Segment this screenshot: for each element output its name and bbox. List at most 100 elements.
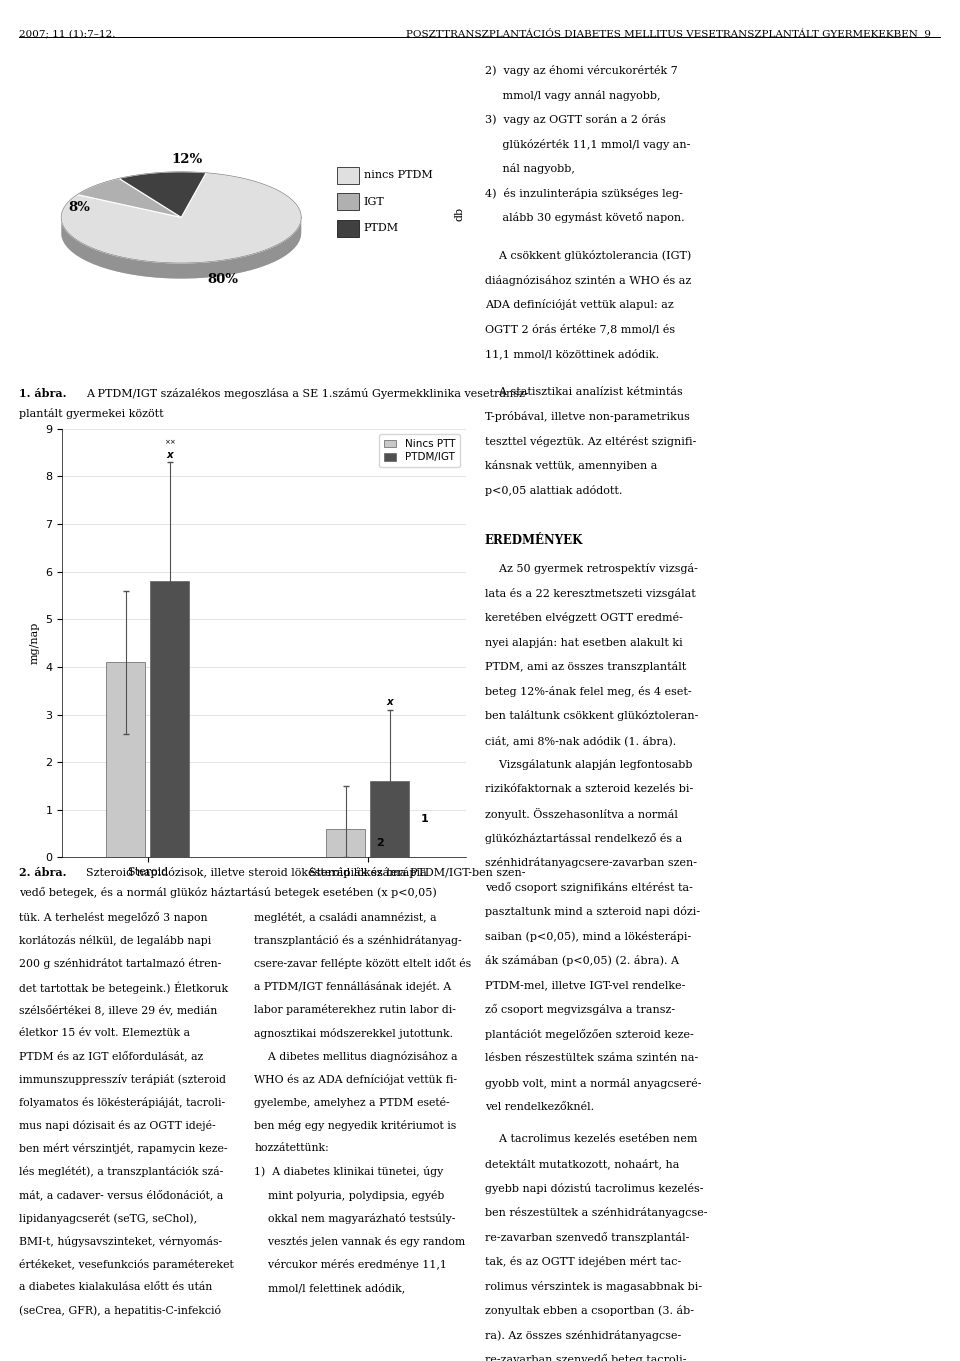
Text: a PTDM/IGT fennállásának idejét. A: a PTDM/IGT fennállásának idejét. A [254,981,451,992]
Text: EREDMÉNYEK: EREDMÉNYEK [485,534,583,547]
Text: gyebb napi dózistú tacrolimus kezelés-: gyebb napi dózistú tacrolimus kezelés- [485,1183,704,1194]
Text: ben részestültek a szénhidrátanyagcse-: ben részestültek a szénhidrátanyagcse- [485,1207,708,1218]
Text: zonyult. Összehasonlítva a normál: zonyult. Összehasonlítva a normál [485,808,678,821]
Polygon shape [119,171,206,218]
Text: A statisztikai analízist kétmintás: A statisztikai analízist kétmintás [485,387,683,396]
Text: hozzátettünk:: hozzátettünk: [254,1143,329,1153]
Text: Szteroid napidózisok, illetve steroid lökésterápiák száma PTDM/IGT-ben szen-: Szteroid napidózisok, illetve steroid lö… [86,867,526,878]
Text: OGTT 2 órás értéke 7,8 mmol/l és: OGTT 2 órás értéke 7,8 mmol/l és [485,324,675,335]
Text: WHO és az ADA defníciójat vettük fi-: WHO és az ADA defníciójat vettük fi- [254,1074,457,1085]
Text: saiban (p<0,05), mind a lökésterápi-: saiban (p<0,05), mind a lökésterápi- [485,931,691,942]
Legend: Nincs PTT, PTDM/IGT: Nincs PTT, PTDM/IGT [378,434,461,467]
Text: 1)  A diabetes klinikai tünetei, úgy: 1) A diabetes klinikai tünetei, úgy [254,1166,444,1177]
Bar [107,663,146,857]
Text: PTDM: PTDM [364,223,398,233]
Text: x: x [387,697,394,708]
Text: A tacrolimus kezelés esetében nem: A tacrolimus kezelés esetében nem [485,1134,697,1143]
Text: glükózháztartással rendelkező és a: glükózháztartással rendelkező és a [485,833,682,844]
Text: vedő betegek, és a normál glükóz háztartású betegek esetében (x p<0,05): vedő betegek, és a normál glükóz háztart… [19,887,437,898]
Text: vércukor mérés eredménye 11,1: vércukor mérés eredménye 11,1 [254,1259,447,1270]
Text: vesztés jelen vannak és egy random: vesztés jelen vannak és egy random [254,1236,466,1247]
Text: 3)  vagy az OGTT során a 2 órás: 3) vagy az OGTT során a 2 órás [485,114,665,125]
Text: (seCrea, GFR), a hepatitis-C-infekció: (seCrea, GFR), a hepatitis-C-infekció [19,1305,221,1316]
Bar [337,193,359,210]
Text: A csökkent glükóztolerancia (IGT): A csökkent glükóztolerancia (IGT) [485,250,691,261]
Text: ciát, ami 8%-nak adódik (1. ábra).: ciát, ami 8%-nak adódik (1. ábra). [485,735,676,746]
Text: rizikófaktornak a szteroid kezelés bi-: rizikófaktornak a szteroid kezelés bi- [485,784,693,793]
Bar [371,781,409,857]
Text: plantált gyermekei között: plantált gyermekei között [19,408,164,419]
Text: mmol/l vagy annál nagyobb,: mmol/l vagy annál nagyobb, [485,90,660,101]
Text: vel rendelkezőknél.: vel rendelkezőknél. [485,1102,594,1112]
Polygon shape [77,178,181,218]
Text: alább 30 egymást követő napon.: alább 30 egymást követő napon. [485,212,684,223]
Text: ző csoport megvizsgálva a transz-: ző csoport megvizsgálva a transz- [485,1004,675,1015]
Text: folyamatos és lökésterápiáját, tacroli-: folyamatos és lökésterápiáját, tacroli- [19,1097,226,1108]
Text: transzplantáció és a szénhidrátanyag-: transzplantáció és a szénhidrátanyag- [254,935,462,946]
Text: 80%: 80% [207,274,239,286]
Text: T-próbával, illetve non-parametrikus: T-próbával, illetve non-parametrikus [485,411,689,422]
Text: lata és a 22 keresztmetszeti vizsgálat: lata és a 22 keresztmetszeti vizsgálat [485,588,696,599]
Bar [151,581,189,857]
Text: életkor 15 év volt. Elemeztük a: életkor 15 év volt. Elemeztük a [19,1028,190,1037]
Text: plantációt megelőzően szteroid keze-: plantációt megelőzően szteroid keze- [485,1029,693,1040]
Text: PTDM és az IGT előfordulását, az: PTDM és az IGT előfordulását, az [19,1051,204,1062]
Text: beteg 12%-ának felel meg, és 4 eset-: beteg 12%-ának felel meg, és 4 eset- [485,686,691,697]
Text: x: x [166,449,174,460]
Text: nincs PTDM: nincs PTDM [364,170,432,181]
Text: mint polyuria, polydipsia, egyéb: mint polyuria, polydipsia, egyéb [254,1190,444,1200]
Text: mus napi dózisait és az OGTT idejé-: mus napi dózisait és az OGTT idejé- [19,1120,216,1131]
Text: 1. ábra.: 1. ábra. [19,388,66,399]
Text: glükózérték 11,1 mmol/l vagy an-: glükózérték 11,1 mmol/l vagy an- [485,139,690,150]
Text: 1: 1 [420,814,428,825]
Text: A PTDM/IGT százalékos megoszlása a SE 1.számú Gyermekklinika vesetransz-: A PTDM/IGT százalékos megoszlása a SE 1.… [86,388,529,399]
Text: meglétét, a családi anamnézist, a: meglétét, a családi anamnézist, a [254,912,437,923]
Text: 4)  és inzulinterápia szükséges leg-: 4) és inzulinterápia szükséges leg- [485,188,683,199]
Text: nyei alapján: hat esetben alakult ki: nyei alapján: hat esetben alakult ki [485,637,683,648]
Text: p<0,05 alattiak adódott.: p<0,05 alattiak adódott. [485,485,622,495]
Text: gyobb volt, mint a normál anyagcseré-: gyobb volt, mint a normál anyagcseré- [485,1078,702,1089]
Text: labor paraméterekhez rutin labor di-: labor paraméterekhez rutin labor di- [254,1004,456,1015]
Text: Az 50 gyermek retrospektív vizsgá-: Az 50 gyermek retrospektív vizsgá- [485,563,698,574]
Bar [326,829,366,857]
Text: 2)  vagy az éhomi vércukorérték 7: 2) vagy az éhomi vércukorérték 7 [485,65,678,76]
Y-axis label: mg/nap: mg/nap [30,622,40,664]
Text: agnosztikai módszerekkel jutottunk.: agnosztikai módszerekkel jutottunk. [254,1028,453,1038]
Text: szénhidrátanyagcsere-zavarban szen-: szénhidrátanyagcsere-zavarban szen- [485,857,697,868]
Text: mmol/l felettinek adódik,: mmol/l felettinek adódik, [254,1282,406,1293]
Text: ADA definícióját vettük alapul: az: ADA definícióját vettük alapul: az [485,299,674,310]
Polygon shape [61,218,301,279]
Text: keretében elvégzett OGTT eredmé-: keretében elvégzett OGTT eredmé- [485,612,683,623]
Text: lés meglétét), a transzplantációk szá-: lés meglétét), a transzplantációk szá- [19,1166,224,1177]
Text: vedő csoport szignifikáns eltérést ta-: vedő csoport szignifikáns eltérést ta- [485,882,693,893]
Bar [337,167,359,184]
Text: okkal nem magyarázható testsúly-: okkal nem magyarázható testsúly- [254,1213,456,1224]
Text: 8%: 8% [68,201,90,214]
Text: db: db [454,207,465,222]
Text: szélsőértékei 8, illeve 29 év, medián: szélsőértékei 8, illeve 29 év, medián [19,1004,218,1015]
Text: mát, a cadaver- versus élődonációt, a: mát, a cadaver- versus élődonációt, a [19,1190,224,1200]
Text: IGT: IGT [364,197,384,207]
Text: korlátozás nélkül, de legalább napi: korlátozás nélkül, de legalább napi [19,935,211,946]
Text: 2: 2 [376,838,384,848]
Text: 2007; 11 (1):7–12.: 2007; 11 (1):7–12. [19,30,116,39]
Text: re-zavarban szenvedő beteg tacroli-: re-zavarban szenvedő beteg tacroli- [485,1354,686,1361]
Text: 2. ábra.: 2. ábra. [19,867,66,878]
Text: 12%: 12% [172,154,203,166]
Text: pasztaltunk mind a szteroid napi dózi-: pasztaltunk mind a szteroid napi dózi- [485,906,700,917]
Text: det tartottak be betegeink.) Életkoruk: det tartottak be betegeink.) Életkoruk [19,981,228,994]
Text: nál nagyobb,: nál nagyobb, [485,163,575,174]
Text: 11,1 mmol/l közöttinek adódik.: 11,1 mmol/l közöttinek adódik. [485,348,659,359]
Text: gyelembe, amelyhez a PTDM eseté-: gyelembe, amelyhez a PTDM eseté- [254,1097,450,1108]
Text: ben mért vérszintjét, rapamycin keze-: ben mért vérszintjét, rapamycin keze- [19,1143,228,1154]
Text: ben találtunk csökkent glükóztoleran-: ben találtunk csökkent glükóztoleran- [485,710,698,721]
Text: ××: ×× [164,440,176,445]
Text: ra). Az összes szénhidrátanyagcse-: ra). Az összes szénhidrátanyagcse- [485,1330,681,1341]
Text: diáagnózisához szintén a WHO és az: diáagnózisához szintén a WHO és az [485,275,691,286]
Text: ben még egy negyedik kritériumot is: ben még egy negyedik kritériumot is [254,1120,457,1131]
Text: immunszuppresszív terápiát (szteroid: immunszuppresszív terápiát (szteroid [19,1074,227,1085]
Text: rolimus vérszintek is magasabbnak bi-: rolimus vérszintek is magasabbnak bi- [485,1281,702,1292]
Text: teszttel végeztük. Az eltérést szignifi-: teszttel végeztük. Az eltérést szignifi- [485,436,696,446]
Text: tük. A terhelést megelőző 3 napon: tük. A terhelést megelőző 3 napon [19,912,207,923]
Text: re-zavarban szenvedő transzplantál-: re-zavarban szenvedő transzplantál- [485,1232,689,1243]
